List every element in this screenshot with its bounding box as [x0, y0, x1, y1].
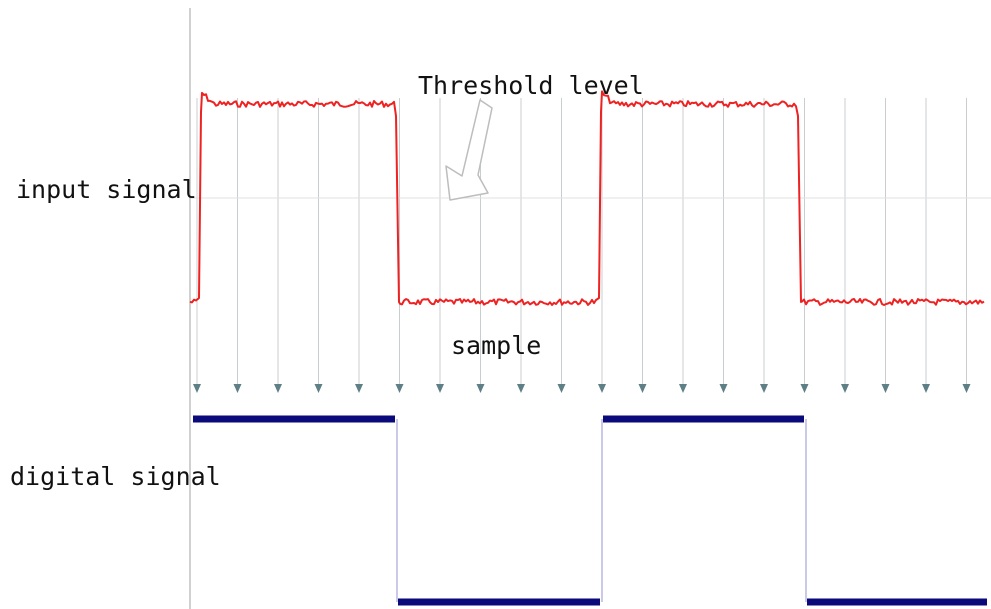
input-signal-trace: [189, 90, 985, 306]
sample-arrowhead: [638, 384, 647, 393]
sample-arrowhead: [476, 384, 485, 393]
sample-arrowhead: [800, 384, 809, 393]
sample-arrowhead: [274, 384, 282, 393]
sample-arrowhead: [355, 384, 363, 393]
threshold-level-label: Threshold level: [418, 71, 644, 100]
input-signal-label: input signal: [16, 175, 197, 204]
sample-arrowhead: [881, 384, 890, 393]
digital-signal-label: digital signal: [10, 462, 221, 491]
sample-arrowhead: [598, 384, 606, 393]
sample-arrowhead: [517, 384, 525, 393]
sample-arrowhead: [557, 384, 566, 393]
sample-arrowhead: [962, 384, 971, 393]
sample-arrowhead: [841, 384, 849, 393]
sample-arrowheads: [193, 384, 971, 393]
sample-arrowhead: [679, 384, 687, 393]
sample-arrowhead: [436, 384, 444, 393]
threshold-callout-arrow: [445, 99, 493, 201]
sample-arrowhead: [314, 384, 323, 393]
sample-arrowhead: [760, 384, 768, 393]
digital-signal-trace: [193, 415, 987, 606]
sample-arrowhead: [719, 384, 728, 393]
sample-lines: [196, 98, 967, 384]
sample-arrowhead: [193, 384, 201, 393]
sample-arrowhead: [922, 384, 930, 393]
sample-arrowhead: [395, 384, 404, 393]
sample-arrowhead: [233, 384, 242, 393]
sample-label: sample: [451, 331, 542, 360]
